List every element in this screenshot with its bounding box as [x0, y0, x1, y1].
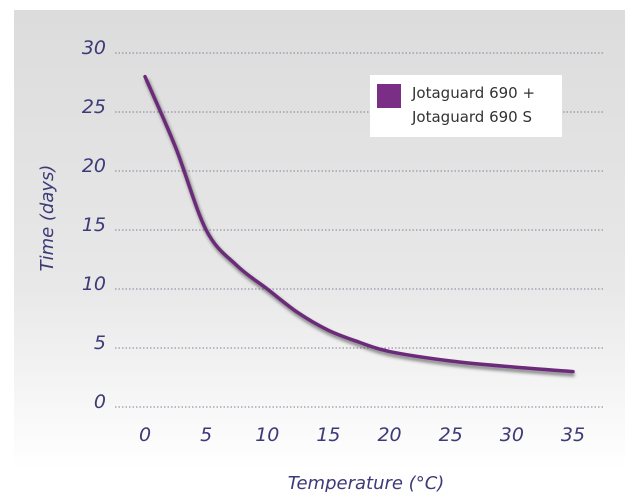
legend-box	[370, 75, 562, 137]
x-tick-label-35: 35	[561, 424, 585, 446]
y-tick-label-10: 10	[82, 273, 106, 295]
x-tick-label-10: 10	[255, 424, 279, 446]
x-axis-title: Temperature (°C)	[288, 473, 445, 492]
legend-swatch	[377, 84, 401, 108]
y-tick-label-15: 15	[82, 214, 106, 236]
y-tick-label-20: 20	[82, 155, 106, 177]
legend-label-line-2: Jotaguard 690 S	[411, 108, 532, 126]
y-tick-label-30: 30	[82, 37, 106, 59]
legend-label-line-1: Jotaguard 690 +	[411, 84, 535, 102]
y-tick-label-25: 25	[82, 96, 106, 118]
x-tick-label-30: 30	[500, 424, 524, 446]
x-tick-label-15: 15	[316, 424, 340, 446]
legend: Jotaguard 690 + Jotaguard 690 S	[370, 75, 562, 137]
x-tick-label-0: 0	[139, 424, 151, 446]
y-axis-title: Time (days)	[37, 165, 58, 272]
y-tick-label-0: 0	[94, 391, 106, 413]
x-tick-label-5: 5	[200, 424, 212, 446]
series-line-0	[143, 74, 575, 374]
y-tick-label-5: 5	[94, 332, 106, 354]
x-tick-label-20: 20	[377, 424, 401, 446]
x-tick-label-25: 25	[439, 424, 463, 446]
